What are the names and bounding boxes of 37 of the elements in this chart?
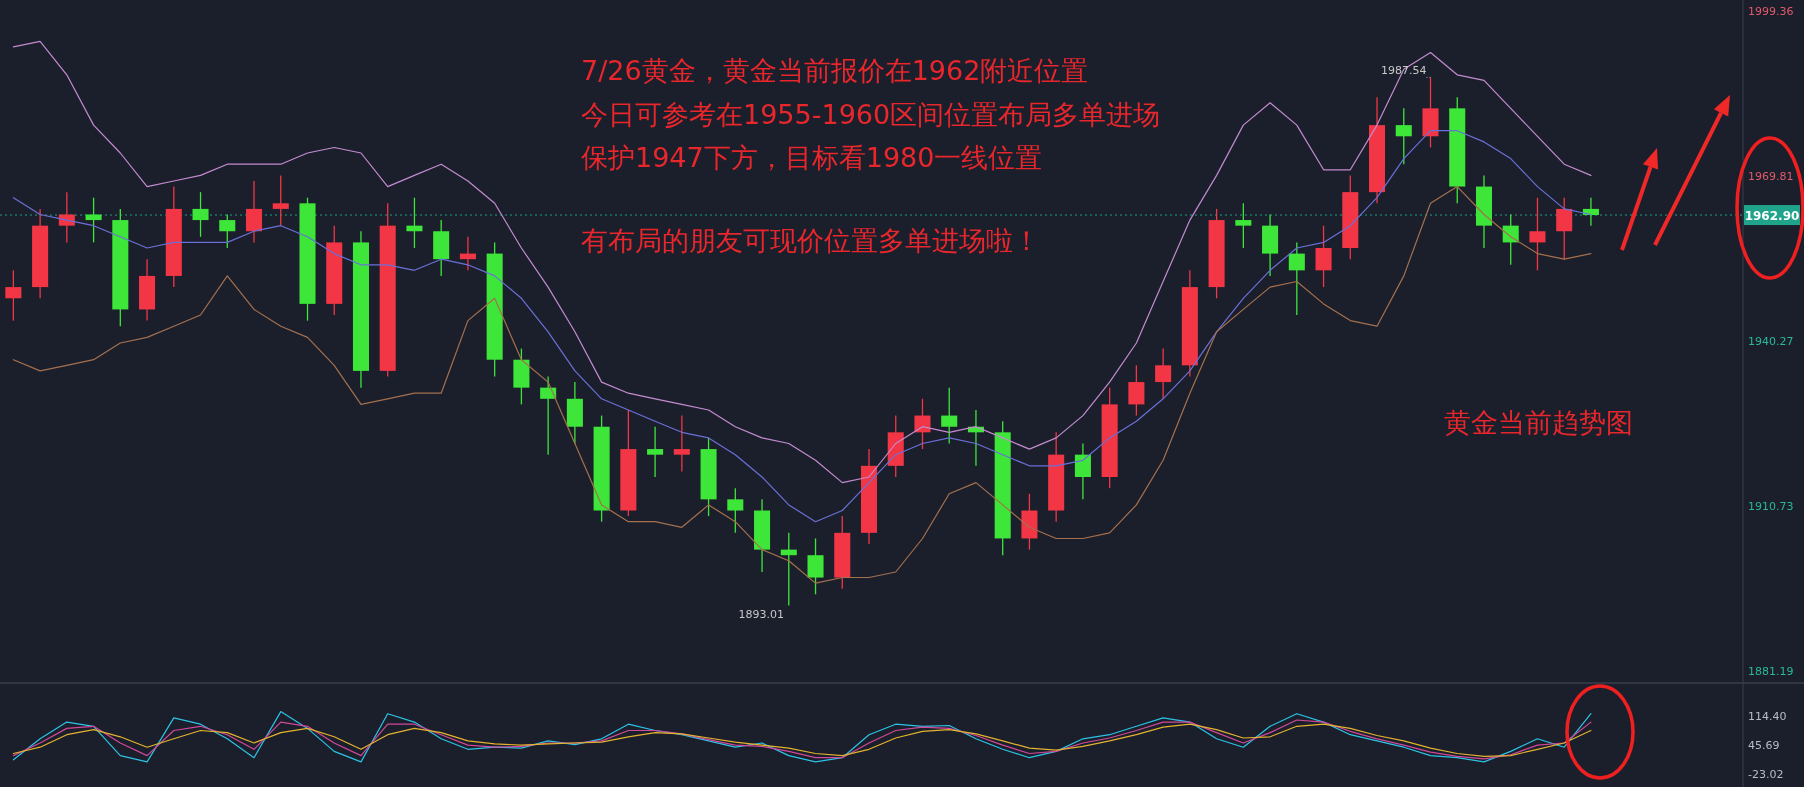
y-tick-label: 1969.81	[1748, 170, 1794, 184]
annotation: 保护1947下方，目标看1980一线位置	[581, 142, 1043, 173]
candlestick	[58, 191, 75, 244]
ref-line-label: 1962.90	[1744, 208, 1800, 223]
annotation: 7/26黄金，黄金当前报价在1962附近位置	[581, 55, 1089, 86]
annotation: 1893.01	[738, 608, 784, 621]
line-series	[12, 711, 1592, 763]
candlestick	[1155, 347, 1172, 400]
y-tick-label: 114.40	[1748, 710, 1787, 724]
candlestick	[1288, 241, 1305, 316]
candlestick	[727, 487, 744, 534]
candlestick	[85, 197, 102, 244]
candlestick	[219, 213, 236, 249]
candlestick	[1235, 202, 1252, 249]
y-tick-label: 1910.73	[1748, 500, 1794, 514]
annotation: 黄金当前趋势图	[1444, 407, 1633, 438]
candlestick	[647, 426, 664, 478]
annotation: 有布局的朋友可现价位置多单进场啦！	[581, 225, 1040, 256]
y-tick-label: 45.69	[1748, 738, 1780, 752]
y-tick-label: 1940.27	[1748, 335, 1794, 349]
y-tick-label: -23.02	[1748, 767, 1784, 781]
candlestick	[673, 414, 690, 473]
candlestick	[1315, 225, 1332, 288]
candlestick	[245, 180, 263, 244]
candlestick	[1074, 442, 1091, 500]
y-tick-label: 1999.36	[1748, 5, 1794, 19]
candlestick	[192, 191, 209, 238]
candlestick	[941, 386, 958, 445]
candlestick	[1128, 364, 1145, 417]
candlestick	[807, 537, 824, 595]
candlestick	[1529, 197, 1546, 271]
candlestick	[1395, 107, 1412, 165]
candlestick	[272, 174, 289, 227]
y-tick-label: 1881.19	[1748, 665, 1794, 679]
candlestick	[1556, 197, 1573, 260]
annotation: 今日可参考在1955-1960区间位置布局多单进场	[581, 99, 1161, 130]
candlestick	[5, 269, 22, 322]
